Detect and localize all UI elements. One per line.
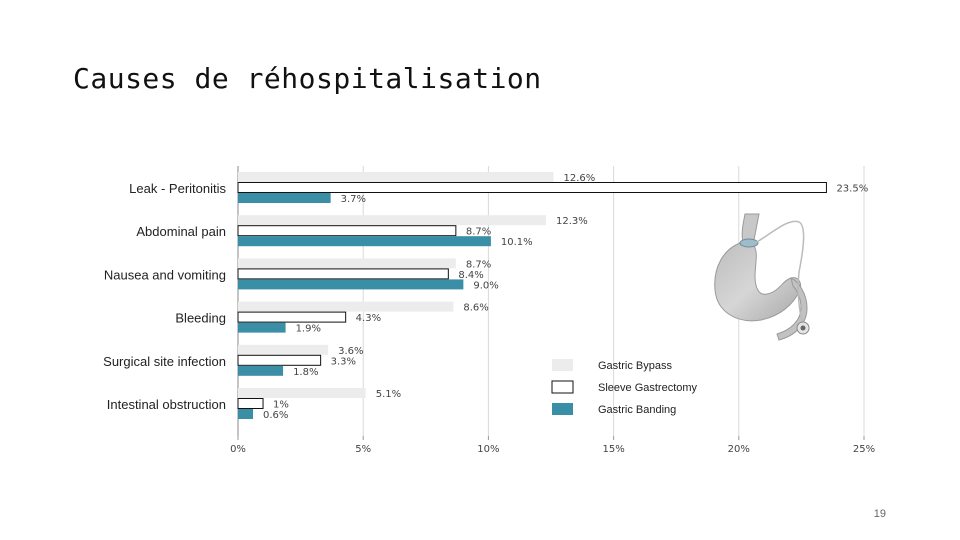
slide-title: Causes de réhospitalisation [73, 62, 542, 95]
legend-label: Sleeve Gastrectomy [598, 382, 698, 394]
bar-gastric-banding [238, 365, 284, 376]
category-label: Surgical site infection [103, 354, 226, 369]
category-label: Abdominal pain [136, 224, 226, 239]
bar-gastric-bypass [238, 344, 329, 355]
data-label: 5.1% [376, 389, 401, 400]
data-label: 3.7% [341, 194, 366, 205]
bar-gastric-banding [238, 322, 286, 333]
data-label: 1.9% [296, 324, 321, 335]
x-tick-label: 10% [477, 444, 499, 455]
bar-gastric-banding [238, 193, 331, 203]
category-label: Intestinal obstruction [107, 397, 226, 412]
bar-sleeve-gastrectomy [237, 354, 322, 366]
bar-gastric-banding [238, 236, 491, 247]
legend-swatch [552, 403, 573, 415]
x-tick-label: 5% [355, 444, 371, 455]
bar-gastric-banding [238, 279, 464, 290]
bar-sleeve-gastrectomy [237, 398, 264, 409]
category-label: Bleeding [175, 311, 226, 326]
bar-gastric-bypass [238, 301, 454, 312]
data-label: 1.8% [293, 367, 318, 378]
x-tick-label: 20% [728, 444, 750, 455]
legend-label: Gastric Banding [598, 404, 676, 416]
legend-label: Gastric Bypass [598, 360, 672, 372]
data-label: 4.3% [356, 313, 381, 324]
stomach-band-illustration [714, 213, 810, 341]
bar-sleeve-gastrectomy [237, 182, 827, 193]
bar-sleeve-gastrectomy [237, 311, 347, 323]
data-label: 12.6% [564, 173, 596, 184]
data-label: 8.6% [463, 303, 488, 314]
x-tick-label: 15% [602, 444, 624, 455]
x-tick-label: 0% [230, 444, 246, 455]
category-label: Nausea and vomiting [104, 267, 226, 282]
data-label: 9.0% [473, 280, 498, 291]
legend-swatch [551, 380, 574, 394]
bar-gastric-banding [238, 409, 254, 419]
data-label: 3.6% [338, 346, 363, 357]
category-label: Leak - Peritonitis [129, 181, 226, 196]
bar-sleeve-gastrectomy [237, 268, 449, 280]
bar-gastric-bypass [238, 215, 546, 226]
x-tick-label: 25% [853, 444, 875, 455]
data-label: 3.3% [331, 356, 356, 367]
data-label: 0.6% [263, 410, 288, 421]
data-label: 8.7% [466, 227, 491, 238]
data-label: 8.7% [466, 259, 491, 270]
bar-gastric-bypass [238, 258, 456, 269]
bar-gastric-bypass [238, 172, 554, 182]
data-label: 1% [273, 400, 289, 411]
page-number: 19 [873, 508, 886, 520]
data-label: 8.4% [458, 270, 483, 281]
legend-swatch [552, 359, 573, 371]
bar-sleeve-gastrectomy [237, 225, 457, 237]
bar-gastric-bypass [238, 388, 366, 398]
data-label: 10.1% [501, 237, 533, 248]
data-label: 12.3% [556, 216, 588, 227]
data-label: 23.5% [836, 184, 868, 195]
